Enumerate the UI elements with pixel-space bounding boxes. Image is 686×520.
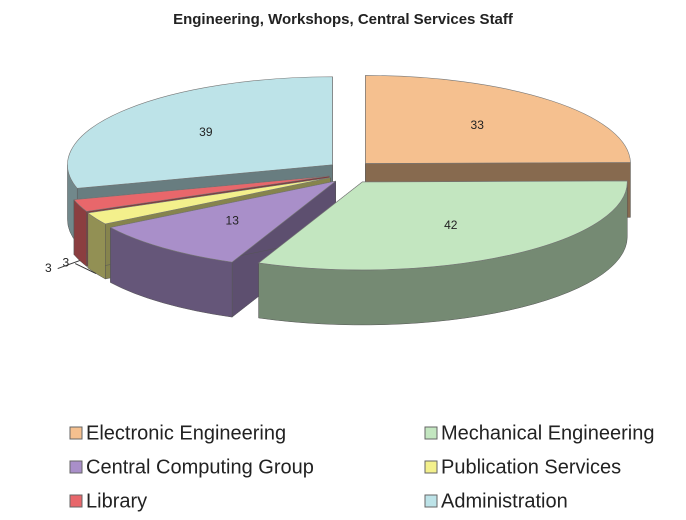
legend-label: Electronic Engineering: [86, 422, 286, 444]
slice-top: [257, 180, 628, 271]
legend-swatch: [69, 460, 83, 474]
data-label: 3: [45, 261, 52, 275]
leader-line: [75, 263, 97, 275]
slice-top: [365, 75, 631, 164]
slice-top: [87, 177, 331, 225]
legend-label: Publication Services: [441, 456, 621, 478]
legend-label: Central Computing Group: [86, 456, 314, 478]
legend-swatch: [424, 494, 438, 508]
chart-title: Engineering, Workshops, Central Services…: [173, 11, 514, 28]
data-label: 13: [226, 213, 240, 227]
legend-swatch: [424, 460, 438, 474]
legend-swatch: [69, 494, 83, 508]
data-label: 42: [444, 218, 458, 232]
slice-top: [109, 180, 336, 263]
legend-label: Administration: [441, 490, 568, 512]
legend-swatch: [69, 426, 83, 440]
slice-top: [73, 175, 330, 212]
legend-label: Library: [86, 490, 147, 512]
data-label: 33: [471, 118, 485, 132]
slice: [257, 180, 628, 326]
slice-top: [67, 76, 333, 189]
data-label: 39: [199, 125, 213, 139]
leader-line: [57, 260, 80, 270]
legend-swatch: [424, 426, 438, 440]
legend-label: Mechanical Engineering: [441, 422, 654, 444]
data-label: 3: [63, 256, 70, 270]
